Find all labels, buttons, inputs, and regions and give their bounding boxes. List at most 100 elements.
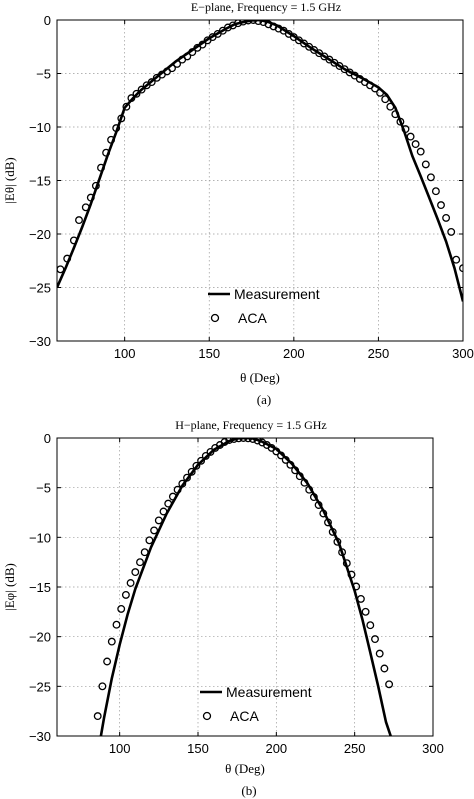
- data-point-aca: [253, 438, 262, 445]
- data-point-aca: [117, 604, 126, 613]
- data-point-aca: [248, 438, 257, 443]
- data-point-aca: [396, 117, 405, 126]
- series-line-measurement: [99, 438, 392, 736]
- legend-circle-icon: [202, 711, 212, 721]
- data-point-aca: [197, 456, 206, 465]
- data-point-aca: [347, 570, 356, 579]
- data-point-aca: [121, 590, 130, 599]
- chart-title: E−plane, Frequency = 1.5 GHz: [191, 0, 341, 14]
- data-point-aca: [154, 516, 163, 525]
- grid-lines: [57, 20, 463, 341]
- x-tick-label: 100: [114, 346, 136, 361]
- data-point-aca: [201, 451, 210, 460]
- x-tick-label: 150: [198, 346, 220, 361]
- x-tick-label: 300: [452, 346, 474, 361]
- data-point-aca: [168, 492, 177, 501]
- data-point-aca: [319, 509, 328, 518]
- y-tick-label: −10: [29, 120, 51, 135]
- y-tick-label: −30: [29, 729, 51, 744]
- data-point-aca: [183, 473, 191, 482]
- y-tick-label: 0: [44, 431, 51, 446]
- data-point-aca: [264, 20, 273, 29]
- data-point-aca: [309, 493, 318, 502]
- data-point-aca: [239, 20, 248, 26]
- data-point-aca: [164, 499, 173, 508]
- y-axis-label: |Eφ| (dB): [2, 563, 17, 611]
- x-tick-label: 200: [283, 346, 305, 361]
- data-point-aca: [352, 582, 361, 591]
- plot-area: [93, 438, 394, 736]
- y-tick-label: −20: [29, 227, 51, 242]
- data-point-aca: [150, 526, 159, 535]
- data-point-aca: [272, 447, 281, 456]
- data-point-aca: [225, 438, 234, 444]
- y-tick-label: −5: [36, 67, 51, 82]
- y-tick-label: −20: [29, 630, 51, 645]
- y-tick-label: −15: [29, 580, 51, 595]
- data-point-aca: [328, 527, 337, 536]
- data-point-aca: [437, 201, 445, 210]
- y-tick-label: 0: [44, 13, 51, 28]
- x-tick-label: 200: [265, 741, 287, 756]
- legend: Measurement ACA: [208, 286, 320, 326]
- data-point-aca: [187, 467, 196, 476]
- data-point-aca: [249, 20, 258, 24]
- data-point-aca: [244, 20, 253, 25]
- x-tick-label: 250: [344, 741, 366, 756]
- x-tick-label: 250: [368, 346, 390, 361]
- y-tick-label: −30: [29, 334, 51, 349]
- chart-panel-b: 100 150 200 250 300 0 −5 −10 −15 −20 −25 −30 H−plane…: [2, 418, 444, 798]
- data-point-aca: [416, 147, 425, 156]
- x-tick-label: 100: [109, 741, 131, 756]
- data-point-aca: [102, 148, 111, 157]
- data-point-aca: [69, 236, 78, 245]
- data-point-aca: [112, 620, 121, 629]
- data-point-aca: [385, 680, 394, 689]
- data-point-aca: [168, 64, 176, 73]
- data-point-aca: [230, 438, 238, 443]
- data-point-aca: [178, 479, 187, 488]
- data-point-aca: [447, 227, 456, 236]
- y-tick-label: −5: [36, 481, 51, 496]
- chart-panel-a: 100 150 200 250 300 0 −5 −10 −15 −20 −25 −30 E−plane…: [2, 0, 474, 407]
- data-point-aca: [159, 507, 168, 516]
- data-point-aca: [295, 472, 304, 481]
- data-point-aca: [286, 460, 295, 469]
- data-point-aca: [442, 213, 451, 222]
- data-point-aca: [452, 255, 461, 264]
- data-point-aca: [107, 135, 116, 144]
- data-point-aca: [421, 160, 430, 169]
- x-axis-label: θ (Deg): [225, 761, 265, 776]
- data-point-aca: [386, 102, 395, 111]
- data-point-aca: [206, 447, 215, 456]
- data-point-aca: [361, 607, 370, 616]
- data-point-aca: [366, 621, 375, 630]
- data-point-aca: [426, 173, 435, 182]
- data-point-aca: [371, 635, 379, 644]
- data-point-aca: [333, 537, 342, 546]
- data-point-aca: [136, 558, 144, 567]
- legend-label: Measurement: [226, 684, 312, 700]
- data-point-aca: [81, 203, 90, 212]
- y-tick-label: −25: [29, 679, 51, 694]
- data-point-aca: [381, 95, 390, 104]
- y-tick-label: −25: [29, 281, 51, 296]
- data-point-aca: [375, 649, 384, 658]
- figure-caption: (a): [257, 392, 271, 407]
- data-point-aca: [356, 594, 365, 603]
- data-point-aca: [411, 140, 420, 149]
- legend-label: Measurement: [234, 286, 320, 302]
- chart-title: H−plane, Frequency = 1.5 GHz: [175, 418, 327, 432]
- data-point-aca: [91, 181, 100, 190]
- data-point-aca: [244, 438, 253, 443]
- data-point-aca: [127, 94, 136, 103]
- y-axis-label: |Eθ| (dB): [2, 157, 17, 203]
- y-tick-label: −10: [29, 530, 51, 545]
- data-point-aca: [131, 568, 140, 577]
- data-point-aca: [97, 163, 105, 172]
- data-point-aca: [147, 78, 156, 87]
- x-tick-label: 300: [422, 741, 444, 756]
- data-point-aca: [314, 501, 323, 509]
- data-point-aca: [57, 265, 65, 274]
- data-point-aca: [371, 84, 379, 93]
